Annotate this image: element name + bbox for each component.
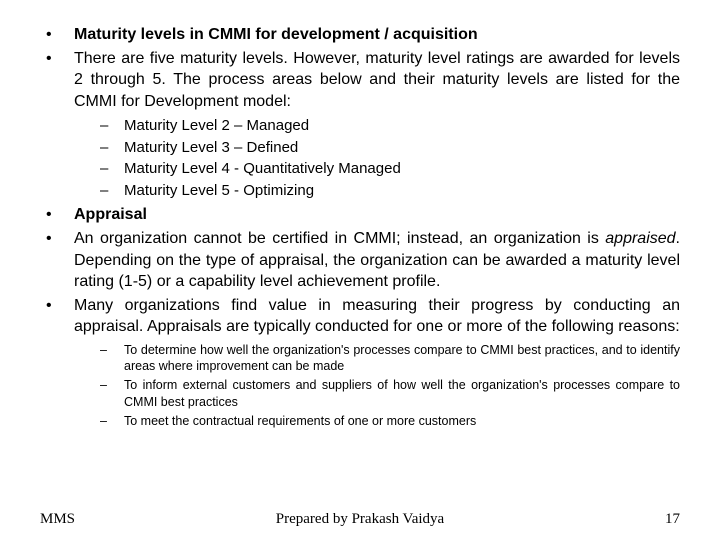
maturity-level-sublist: Maturity Level 2 – Managed Maturity Leve… xyxy=(74,116,680,200)
sub-item: To inform external customers and supplie… xyxy=(100,377,680,410)
footer-right: 17 xyxy=(665,511,680,528)
appraisal-reasons-sublist: To determine how well the organization's… xyxy=(40,342,680,429)
footer-center: Prepared by Prakash Vaidya xyxy=(0,511,720,528)
slide-footer: MMS Prepared by Prakash Vaidya 17 xyxy=(0,508,720,528)
text: There are five maturity levels. However,… xyxy=(74,50,680,110)
text-italic: appraised xyxy=(605,230,675,247)
bullet-maturity-body: There are five maturity levels. However,… xyxy=(40,48,680,113)
sub-item: To determine how well the organization's… xyxy=(100,342,680,375)
text: Appraisal xyxy=(74,206,147,223)
text-part-a: An organization cannot be certified in C… xyxy=(74,230,605,247)
bullet-maturity-heading: Maturity levels in CMMI for development … xyxy=(40,24,680,46)
bullet-appraisal-reasons: Many organizations find value in measuri… xyxy=(40,295,680,338)
sub-item: Maturity Level 5 - Optimizing xyxy=(100,181,680,201)
sub-item: To meet the contractual requirements of … xyxy=(100,413,680,429)
bullet-appraisal-heading: Appraisal xyxy=(40,204,680,226)
sub-list-container-1: Maturity Level 2 – Managed Maturity Leve… xyxy=(40,116,680,200)
bullet-appraisal-body: An organization cannot be certified in C… xyxy=(40,228,680,293)
text: Many organizations find value in measuri… xyxy=(74,297,680,336)
sub-item: Maturity Level 4 - Quantitatively Manage… xyxy=(100,159,680,179)
sub-item: Maturity Level 2 – Managed xyxy=(100,116,680,136)
sub-item: Maturity Level 3 – Defined xyxy=(100,138,680,158)
main-bullet-list: Maturity levels in CMMI for development … xyxy=(40,24,680,338)
slide-container: Maturity levels in CMMI for development … xyxy=(0,0,720,540)
text: Maturity levels in CMMI for development … xyxy=(74,26,478,43)
